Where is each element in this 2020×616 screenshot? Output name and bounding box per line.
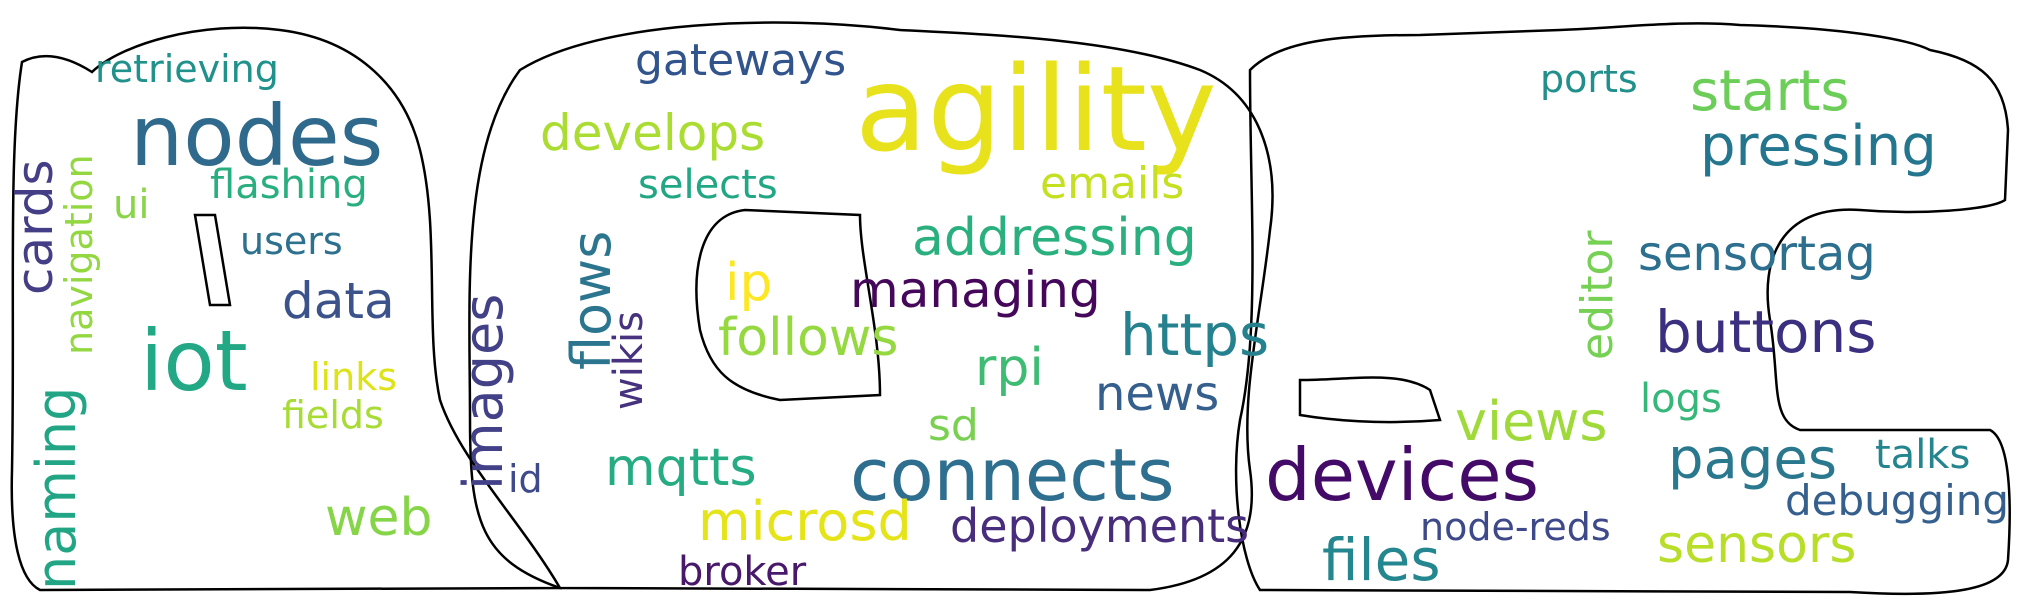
word-emails: emails bbox=[1040, 158, 1184, 209]
outline-letter-n bbox=[10, 26, 563, 592]
word-flows: flows bbox=[560, 231, 623, 370]
word-fields: fields bbox=[282, 393, 384, 437]
word-pressing: pressing bbox=[1700, 114, 1937, 179]
word-logs: logs bbox=[1640, 376, 1722, 422]
word-cards: cards bbox=[6, 159, 64, 295]
word-navigation: navigation bbox=[57, 154, 101, 355]
word-id: id bbox=[508, 457, 543, 501]
words-layer: agility nodes iot connects devices buttons htt… bbox=[6, 35, 2009, 595]
word-ports: ports bbox=[1540, 57, 1638, 101]
word-links: links bbox=[310, 355, 397, 399]
word-data: data bbox=[282, 272, 395, 330]
word-files: files bbox=[1322, 526, 1441, 594]
word-ui: ui bbox=[113, 182, 149, 228]
word-flashing: flashing bbox=[210, 162, 368, 208]
word-gateways: gateways bbox=[635, 35, 846, 86]
word-managing: managing bbox=[850, 261, 1101, 319]
outline-letter-o bbox=[468, 21, 1274, 592]
word-naming: naming bbox=[25, 387, 88, 590]
word-sensortag: sensortag bbox=[1638, 226, 1876, 282]
word-deployments: deployments bbox=[950, 499, 1249, 553]
word-talks: talks bbox=[1875, 432, 1970, 478]
word-broker: broker bbox=[678, 549, 807, 595]
word-web: web bbox=[325, 488, 433, 548]
word-users: users bbox=[240, 219, 343, 263]
word-develops: develops bbox=[540, 104, 765, 162]
word-connects: connects bbox=[850, 433, 1175, 517]
word-sensors: sensors bbox=[1657, 515, 1856, 575]
word-editor: editor bbox=[1572, 230, 1623, 360]
word-rpi: rpi bbox=[975, 338, 1044, 398]
word-ip: ip bbox=[725, 253, 772, 313]
word-starts: starts bbox=[1690, 59, 1850, 124]
word-agility: agility bbox=[855, 40, 1217, 178]
word-addressing: addressing bbox=[912, 208, 1197, 268]
word-microsd: microsd bbox=[698, 490, 912, 553]
word-debugging: debugging bbox=[1785, 476, 2009, 525]
outline-letter-d bbox=[1234, 22, 2011, 596]
word-nodes: nodes bbox=[130, 87, 383, 185]
word-views: views bbox=[1455, 390, 1607, 453]
word-news: news bbox=[1095, 366, 1219, 422]
word-https: https bbox=[1120, 301, 1269, 369]
word-pages: pages bbox=[1668, 427, 1837, 492]
word-iot: iot bbox=[140, 312, 248, 410]
word-follows: follows bbox=[718, 308, 898, 368]
word-selects: selects bbox=[638, 162, 778, 208]
word-devices: devices bbox=[1265, 433, 1539, 517]
word-retrieving: retrieving bbox=[95, 47, 279, 91]
word-mqtts: mqtts bbox=[605, 438, 757, 498]
word-buttons: buttons bbox=[1655, 298, 1877, 366]
word-wikis: wikis bbox=[606, 311, 652, 410]
word-sd: sd bbox=[928, 400, 979, 451]
word-images: images bbox=[452, 294, 515, 490]
word-node-reds: node-reds bbox=[1420, 505, 1611, 549]
